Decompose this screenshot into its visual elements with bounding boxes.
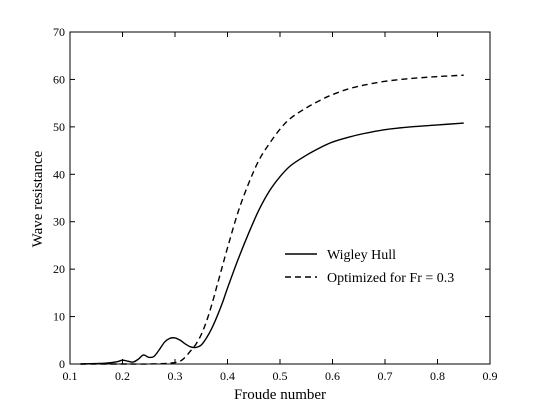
x-tick-label: 0.8 bbox=[430, 369, 445, 383]
x-tick-label: 0.2 bbox=[115, 369, 130, 383]
y-tick-label: 50 bbox=[53, 120, 65, 134]
x-tick-label: 0.4 bbox=[220, 369, 235, 383]
series-line-0 bbox=[80, 122, 464, 365]
series-layer bbox=[80, 74, 464, 365]
y-tick-label: 10 bbox=[53, 310, 65, 324]
x-tick-label: 0.1 bbox=[63, 369, 78, 383]
x-tick-label: 0.7 bbox=[378, 369, 393, 383]
y-tick-label: 0 bbox=[59, 357, 65, 371]
x-tick-label: 0.5 bbox=[273, 369, 288, 383]
y-tick-label: 40 bbox=[53, 167, 65, 181]
x-tick-label: 0.6 bbox=[325, 369, 340, 383]
x-tick-label: 0.9 bbox=[483, 369, 498, 383]
axes-frame bbox=[69, 31, 491, 365]
y-tick-label: 20 bbox=[53, 262, 65, 276]
legend: Wigley Hull Optimized for Fr = 0.3 bbox=[285, 248, 454, 286]
x-tick-label: 0.3 bbox=[168, 369, 183, 383]
y-tick-label: 70 bbox=[53, 25, 65, 39]
legend-label-wigley-hull: Wigley Hull bbox=[327, 248, 396, 263]
y-tick-label: 30 bbox=[53, 215, 65, 229]
legend-label-optimized: Optimized for Fr = 0.3 bbox=[327, 271, 454, 286]
ticks-layer: 0.1 0.2 0.3 0.4 0.5 0.6 0.7 0.8 0.9 0 10 20 30 40 50 60… bbox=[53, 25, 498, 383]
y-axis-label: Wave resistance bbox=[30, 150, 46, 247]
x-axis-label: Froude number bbox=[234, 387, 326, 403]
plot-area bbox=[69, 31, 491, 365]
series-line-1 bbox=[80, 74, 464, 365]
y-tick-label: 60 bbox=[53, 72, 65, 86]
